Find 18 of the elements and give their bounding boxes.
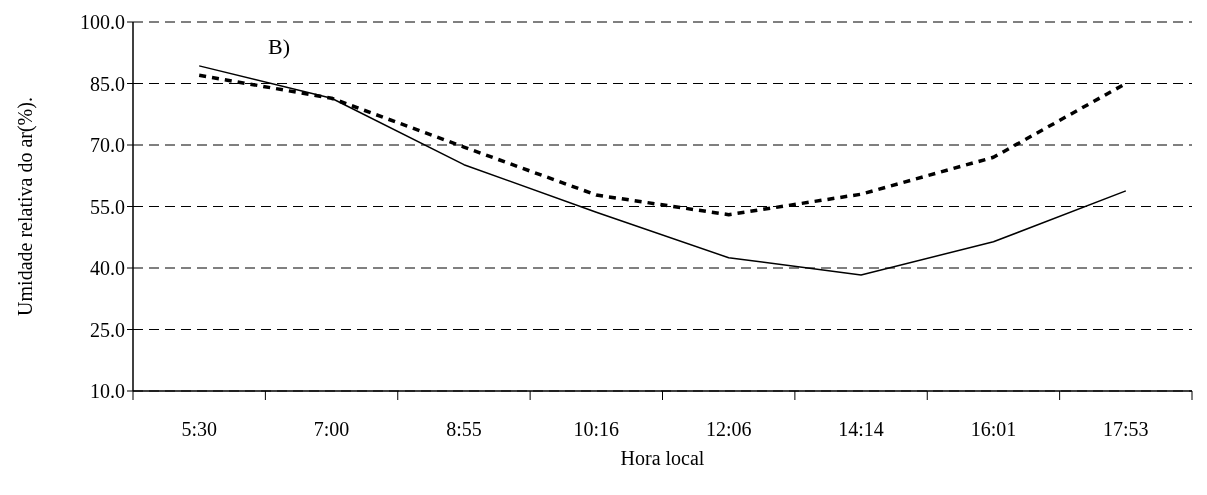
x-tick-label: 10:16 [573, 418, 620, 440]
x-tick-label: 16:01 [970, 418, 1017, 440]
y-tick-label: 70.0 [90, 134, 125, 156]
x-tick-label: 5:30 [181, 418, 217, 440]
y-axis-title: Umidade relativa do ar(%). [14, 97, 37, 316]
y-tick-label: 10.0 [90, 380, 125, 402]
y-tick-label: 55.0 [90, 195, 125, 218]
x-tick-label: 14:14 [838, 418, 884, 440]
x-axis-title: Hora local [620, 447, 705, 469]
y-tick-label: 25.0 [90, 318, 125, 341]
x-tick-label: 12:06 [705, 418, 752, 440]
y-tick-label: 40.0 [90, 257, 125, 279]
y-tick-label: 85.0 [90, 72, 125, 95]
y-tick-label: 100.0 [80, 11, 125, 33]
x-tick-label: 17:53 [1103, 418, 1149, 440]
x-tick-label: 7:00 [313, 418, 350, 440]
annotation: B) [268, 34, 290, 59]
x-tick-label: 8:55 [446, 418, 482, 440]
